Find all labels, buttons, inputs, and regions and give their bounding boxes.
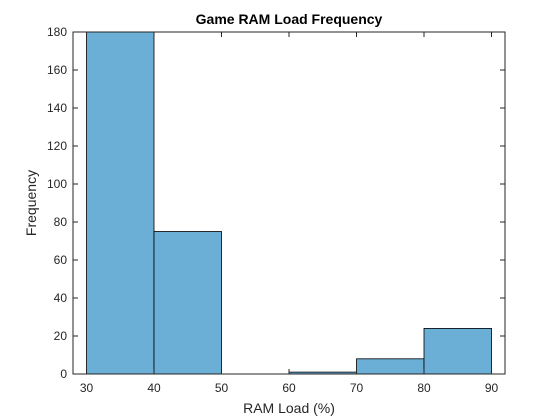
y-ticks-group: 0 20 40 60 80 100 120 140 160 180: [47, 25, 505, 381]
y-tick-label: 80: [54, 215, 68, 229]
histogram-bar: [423, 327, 492, 375]
x-axis-label: RAM Load (%): [243, 400, 335, 416]
x-tick-label: 80: [417, 381, 431, 395]
histogram-bar: [153, 231, 222, 375]
y-tick-label: 40: [54, 291, 68, 305]
y-tick-label: 160: [47, 63, 67, 77]
chart-title: Game RAM Load Frequency: [196, 11, 383, 27]
y-tick-label: 20: [54, 329, 68, 343]
y-axis-label: Frequency: [23, 170, 39, 236]
x-tick-label: 30: [80, 381, 94, 395]
x-tick-label: 70: [350, 381, 364, 395]
y-tick-label: 120: [47, 139, 67, 153]
y-tick-label: 100: [47, 177, 67, 191]
histogram-bar: [356, 358, 425, 375]
x-tick-label: 50: [215, 381, 229, 395]
y-tick-label: 140: [47, 101, 67, 115]
x-tick-label: 60: [282, 381, 296, 395]
x-ticks-group: 30 40 50 60 70 80 90: [80, 32, 499, 395]
y-tick-label: 60: [54, 253, 68, 267]
histogram-bar: [86, 31, 155, 375]
y-tick-label: 0: [60, 367, 67, 381]
bars-group: [86, 31, 492, 375]
x-tick-label: 40: [147, 381, 161, 395]
y-tick-label: 180: [47, 25, 67, 39]
x-tick-label: 90: [485, 381, 499, 395]
